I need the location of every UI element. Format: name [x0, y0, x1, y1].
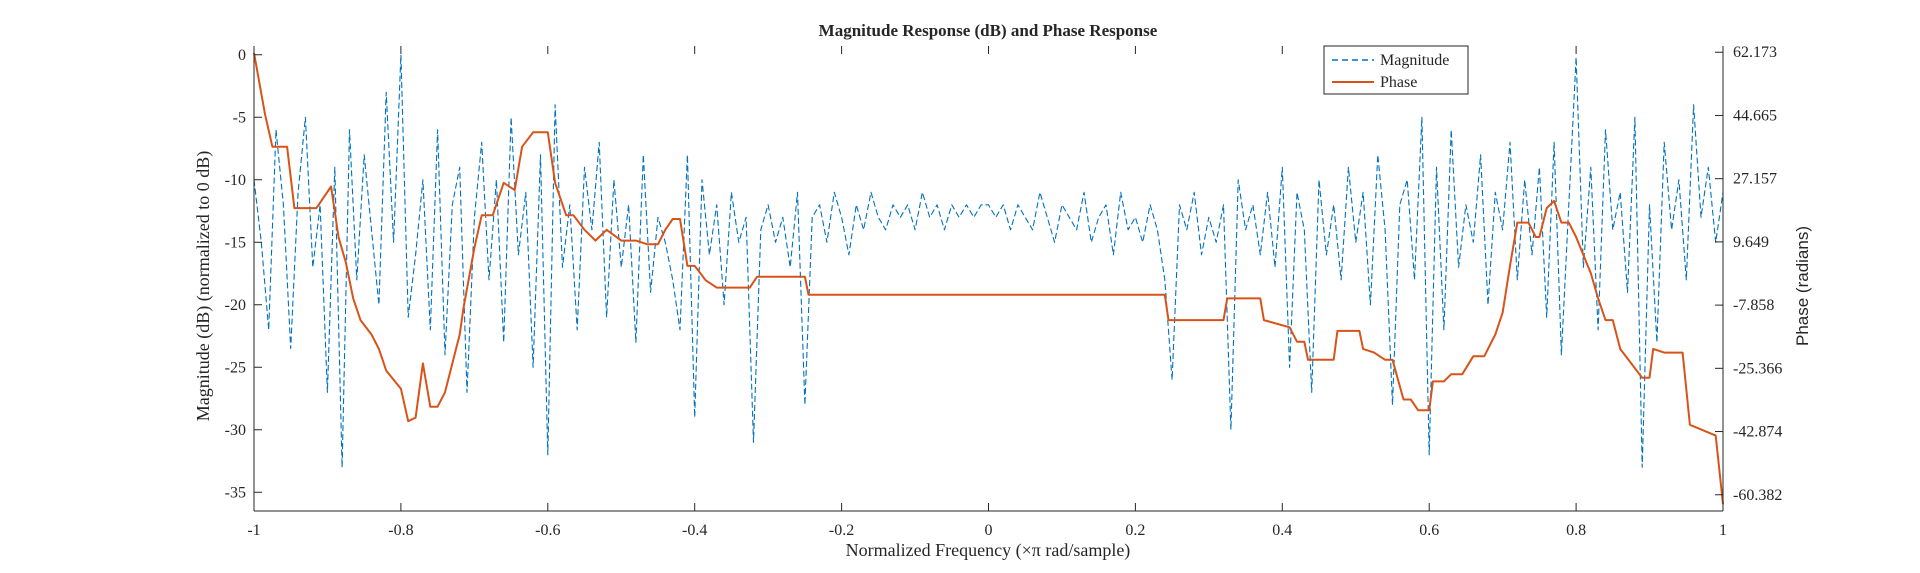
y-right-tick-label: 62.173 [1733, 44, 1777, 61]
x-tick-label: 0.8 [1566, 522, 1586, 539]
y-left-tick-label: -15 [225, 234, 246, 251]
legend: Magnitude Phase [1323, 45, 1469, 95]
series-line-phase [253, 52, 1724, 505]
x-tick-label: 0.4 [1272, 522, 1292, 539]
legend-box [1323, 45, 1469, 95]
y-axis-label-right: Phase (radians) [1793, 226, 1812, 346]
x-tick-label: 0.6 [1419, 522, 1439, 539]
x-tick-label: -0.4 [682, 522, 707, 539]
y-left-tick-label: -25 [225, 359, 246, 376]
y-axis-label-left: Magnitude (dB) (normalized to 0 dB) [193, 151, 214, 421]
x-tick-label: 0.2 [1125, 522, 1145, 539]
x-tick-label: -0.6 [535, 522, 560, 539]
x-tick-label: 0 [985, 522, 993, 539]
plot-area [253, 52, 1724, 505]
y-left-tick-label: -10 [225, 172, 246, 189]
y-right-tick-label: -42.874 [1733, 424, 1782, 441]
y-left-tick-label: -30 [225, 422, 246, 439]
axes: -1 -0.8 -0.6 -0.4 -0.2 0 0.2 0.4 0.6 0.8 1 0 -5 -10 -1… [225, 44, 1783, 539]
y-left-tick-label: -20 [225, 297, 246, 314]
y-left-tick-label: 0 [238, 47, 246, 64]
x-tick-label: -0.8 [388, 522, 413, 539]
x-tick-label: 1 [1719, 522, 1727, 539]
y-left-tick-label: -5 [233, 109, 246, 126]
legend-magnitude-label: Magnitude [1380, 52, 1449, 69]
y-right-tick-label: -60.382 [1733, 487, 1782, 504]
y-right-tick-label: 9.649 [1733, 234, 1769, 251]
x-tick-label: -1 [247, 522, 260, 539]
y-right-tick-label: -25.366 [1733, 360, 1782, 377]
y-right-tick-label: -7.858 [1733, 297, 1774, 314]
chart-title: Magnitude Response (dB) and Phase Respon… [819, 21, 1158, 40]
series-line-magnitude [253, 54, 1724, 468]
y-left-tick-label: -35 [225, 484, 246, 501]
legend-phase-label: Phase [1380, 74, 1417, 91]
x-axis-label: Normalized Frequency (×π rad/sample) [846, 540, 1131, 561]
y-right-tick-label: 44.665 [1733, 107, 1777, 124]
x-tick-label: -0.2 [829, 522, 854, 539]
y-right-tick-label: 27.157 [1733, 171, 1777, 188]
